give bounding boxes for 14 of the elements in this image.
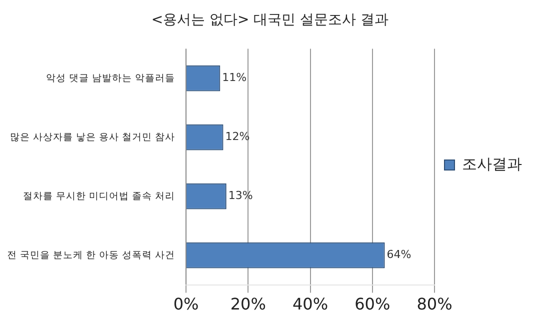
y-tick-label: 절차를 무시한 미디어법 졸속 처리 — [22, 190, 175, 202]
data-label: 13% — [228, 189, 253, 202]
data-label: 12% — [225, 130, 250, 144]
data-label: 11% — [222, 71, 247, 84]
x-tick-label: 60% — [354, 294, 390, 314]
chart-title: <용서는 없다> 대국민 설문조사 결과 — [151, 12, 389, 28]
x-tick-label: 0% — [173, 294, 199, 314]
data-label: 64% — [386, 248, 412, 262]
legend-label: 조사결과 — [462, 154, 522, 173]
x-tick-label: 40% — [292, 294, 328, 314]
y-tick-label: 많은 사상자를 낳은 용사 철거민 참사 — [10, 132, 175, 143]
x-tick-label: 80% — [416, 294, 452, 314]
y-tick-label: 악성 댓글 남발하는 악플러들 — [46, 72, 175, 84]
x-tick-label: 20% — [230, 294, 266, 314]
